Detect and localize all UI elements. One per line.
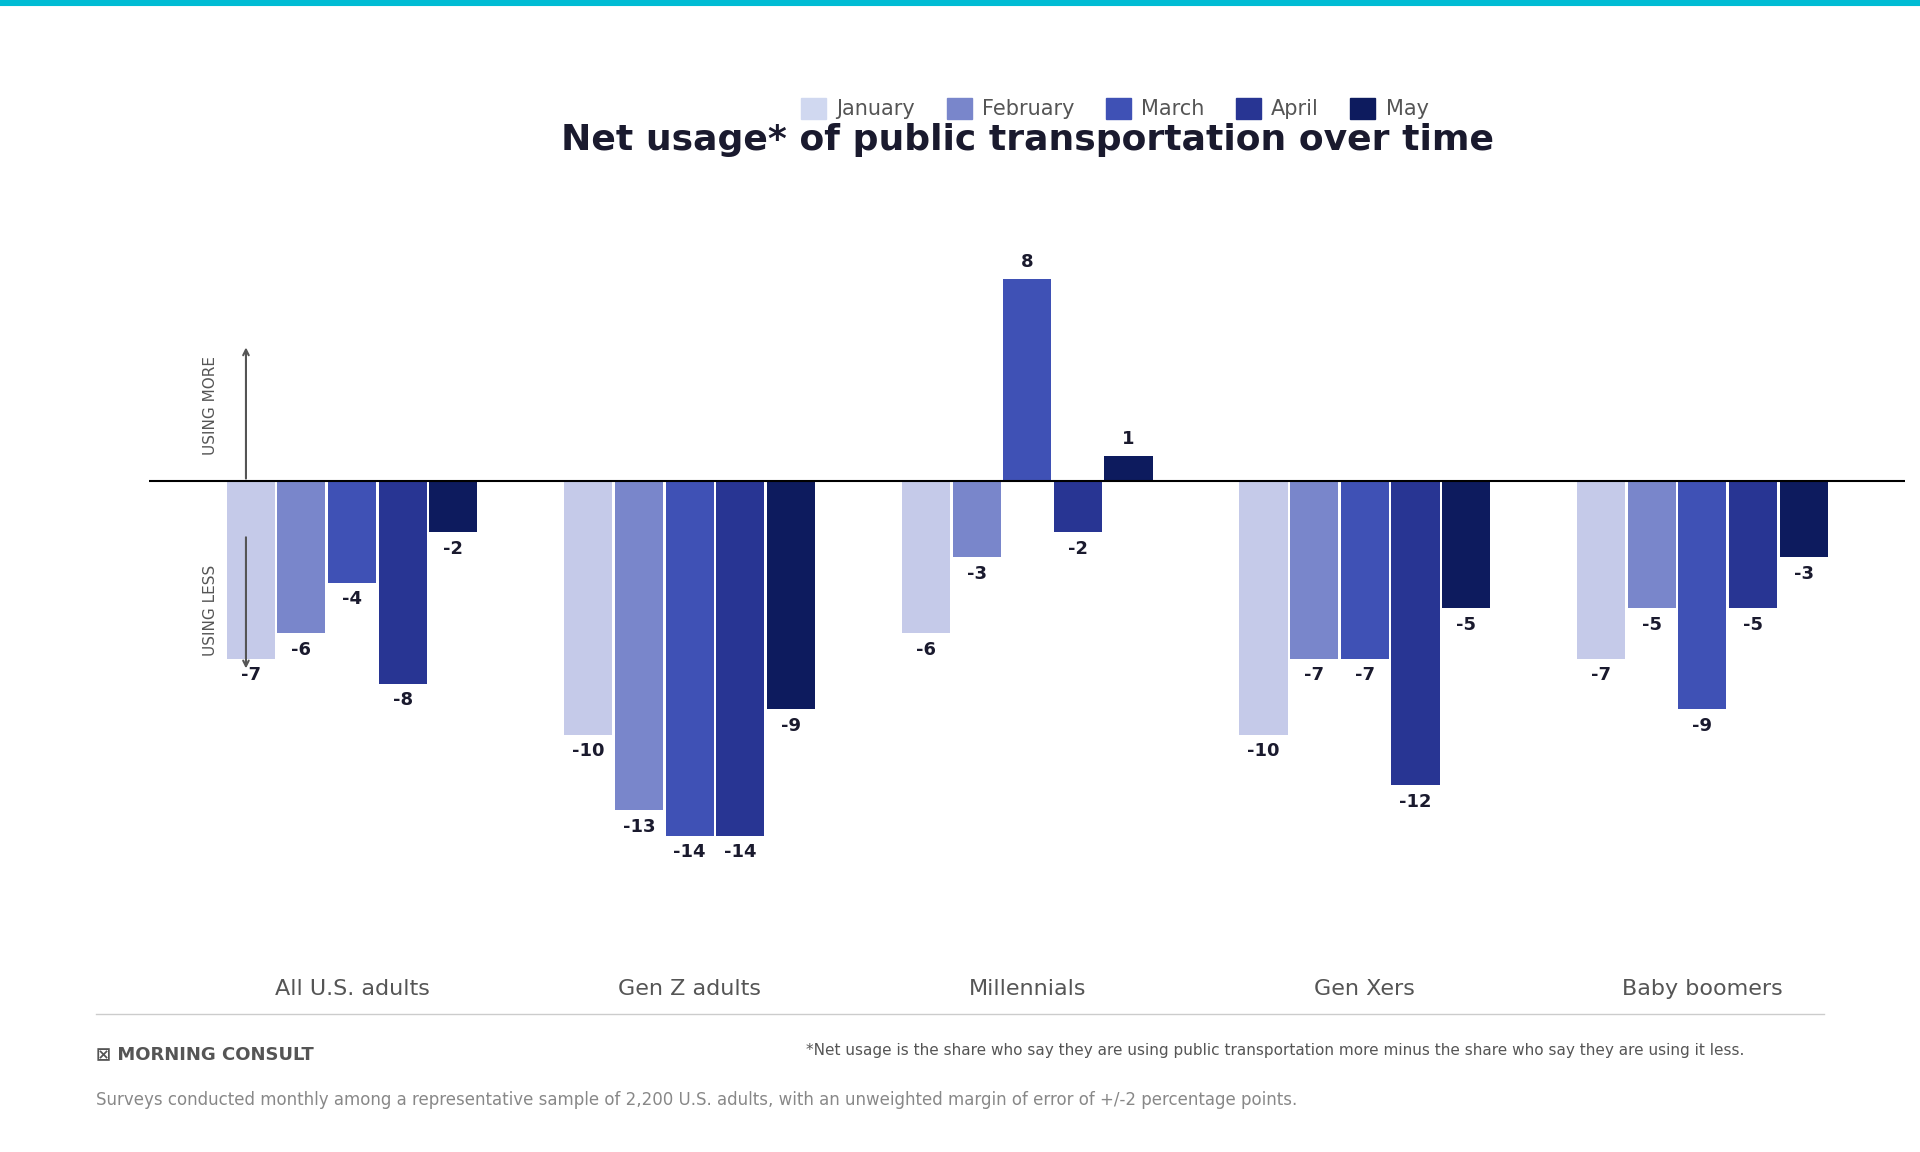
Text: -6: -6 bbox=[916, 641, 935, 659]
Bar bbox=[1442, 482, 1490, 608]
Bar bbox=[1002, 279, 1052, 482]
Text: -14: -14 bbox=[724, 843, 756, 862]
Text: ⊠ MORNING CONSULT: ⊠ MORNING CONSULT bbox=[96, 1045, 313, 1063]
Text: -9: -9 bbox=[781, 717, 801, 735]
Bar bbox=[1730, 482, 1778, 608]
Bar bbox=[1576, 482, 1624, 659]
Text: -9: -9 bbox=[1692, 717, 1713, 735]
Bar bbox=[430, 482, 478, 532]
Bar bbox=[614, 482, 662, 811]
Bar bbox=[378, 482, 426, 684]
Text: -3: -3 bbox=[1793, 564, 1814, 583]
Text: -5: -5 bbox=[1455, 615, 1476, 634]
Text: USING MORE: USING MORE bbox=[204, 356, 219, 455]
Text: -4: -4 bbox=[342, 590, 363, 608]
Bar bbox=[1340, 482, 1388, 659]
Bar bbox=[328, 482, 376, 583]
Text: -10: -10 bbox=[572, 742, 605, 760]
Text: -5: -5 bbox=[1743, 615, 1763, 634]
Text: -2: -2 bbox=[1068, 539, 1089, 558]
Bar bbox=[1628, 482, 1676, 608]
Bar bbox=[564, 482, 612, 735]
Bar bbox=[1290, 482, 1338, 659]
Legend: January, February, March, April, May: January, February, March, April, May bbox=[793, 89, 1436, 128]
Text: USING LESS: USING LESS bbox=[204, 564, 219, 657]
Text: -7: -7 bbox=[240, 666, 261, 684]
Bar bbox=[1780, 482, 1828, 558]
Title: Net usage* of public transportation over time: Net usage* of public transportation over… bbox=[561, 123, 1494, 157]
Bar bbox=[227, 482, 275, 659]
Bar bbox=[902, 482, 950, 634]
Bar bbox=[1392, 482, 1440, 786]
Text: -7: -7 bbox=[1304, 666, 1325, 684]
Bar bbox=[1678, 482, 1726, 710]
Text: -8: -8 bbox=[392, 691, 413, 710]
Text: -13: -13 bbox=[622, 818, 655, 836]
Text: -6: -6 bbox=[292, 641, 311, 659]
Bar bbox=[1054, 482, 1102, 532]
Text: -7: -7 bbox=[1592, 666, 1611, 684]
Bar bbox=[276, 482, 324, 634]
Bar bbox=[666, 482, 714, 836]
Bar bbox=[1240, 482, 1288, 735]
Text: -10: -10 bbox=[1248, 742, 1281, 760]
Text: -7: -7 bbox=[1356, 666, 1375, 684]
Bar bbox=[716, 482, 764, 836]
Bar bbox=[952, 482, 1000, 558]
Text: -2: -2 bbox=[444, 539, 463, 558]
Bar bbox=[1104, 456, 1152, 482]
Text: -3: -3 bbox=[966, 564, 987, 583]
Text: Surveys conducted monthly among a representative sample of 2,200 U.S. adults, wi: Surveys conducted monthly among a repres… bbox=[96, 1091, 1298, 1109]
Bar bbox=[766, 482, 814, 710]
Text: -12: -12 bbox=[1400, 793, 1432, 811]
Text: -14: -14 bbox=[674, 843, 707, 862]
Text: 8: 8 bbox=[1021, 253, 1033, 271]
Text: *Net usage is the share who say they are using public transportation more minus : *Net usage is the share who say they are… bbox=[806, 1043, 1745, 1059]
Text: 1: 1 bbox=[1121, 431, 1135, 448]
Text: -5: -5 bbox=[1642, 615, 1663, 634]
